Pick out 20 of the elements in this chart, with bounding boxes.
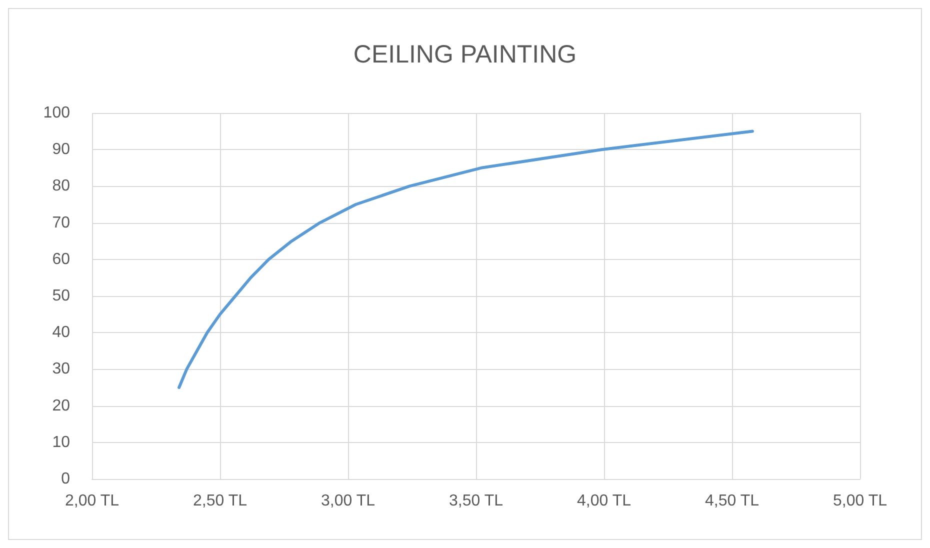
y-tick-label: 30	[52, 360, 70, 378]
chart-title: CEILING PAINTING	[353, 40, 577, 68]
line-series	[178, 130, 754, 389]
x-tick-label: 4,50 TL	[705, 492, 760, 510]
x-tick-label: 4,00 TL	[577, 492, 632, 510]
y-tick-label: 50	[52, 288, 70, 304]
y-tick-label: 10	[52, 434, 70, 451]
y-tick-label: 90	[52, 141, 70, 158]
y-tick-label: 20	[52, 397, 70, 414]
x-tick-label: 3,00 TL	[321, 492, 376, 510]
x-tick-label: 5,00 TL	[833, 492, 888, 510]
y-tick-label: 0	[61, 470, 70, 488]
x-tick-label: 3,50 TL	[449, 492, 504, 510]
y-tick-label: 40	[52, 324, 70, 342]
y-tick-label: 80	[52, 178, 70, 195]
x-tick-label: 2,50 TL	[193, 492, 248, 510]
y-tick-label: 60	[52, 250, 70, 268]
y-tick-label: 100	[43, 104, 70, 122]
y-tick-label: 70	[52, 214, 70, 232]
x-tick-label: 2,00 TL	[65, 492, 120, 510]
